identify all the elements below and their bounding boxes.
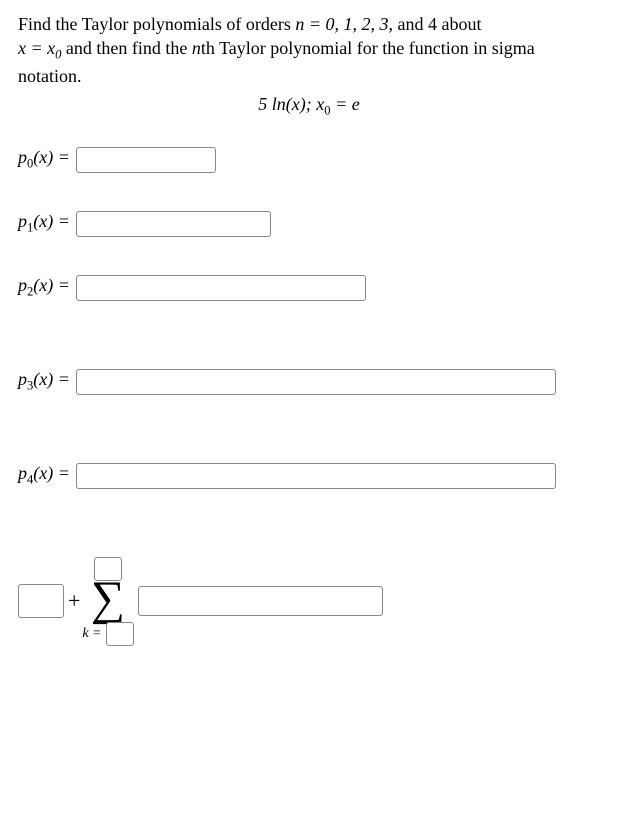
sigma-lower-box[interactable] [106,622,134,646]
p2-input[interactable] [76,275,366,301]
sigma-column: ∑ k = [82,557,133,646]
sigma-expression: + ∑ k = [18,557,600,646]
x-sub: 0 [55,48,61,62]
k-equals: k = [82,627,101,641]
p-arg: (x) = [33,463,70,483]
text: and then find the [66,38,192,58]
row-p0: p0(x) = [18,147,600,173]
p4-label: p4(x) = [18,463,70,488]
p4-input[interactable] [76,463,556,489]
x-eq: x = x [18,38,55,58]
n-eq: n = 0, 1, 2, 3, [295,14,393,34]
p1-input[interactable] [76,211,271,237]
text: Find the Taylor polynomials of orders [18,14,295,34]
p0-label: p0(x) = [18,147,70,172]
p-letter: p [18,147,27,167]
problem-statement: Find the Taylor polynomials of orders n … [18,12,600,88]
sigma-term-box[interactable] [138,586,383,616]
sigma-symbol: ∑ [91,579,125,620]
p0-input[interactable] [76,147,216,173]
row-p1: p1(x) = [18,211,600,237]
p3-label: p3(x) = [18,369,70,394]
p-arg: (x) = [33,369,70,389]
p-letter: p [18,463,27,483]
p-arg: (x) = [33,147,70,167]
row-p2: p2(x) = [18,275,600,301]
plus-sign: + [68,588,80,614]
func-tail: = e [331,94,360,114]
sigma-lower: k = [82,622,133,646]
row-p3: p3(x) = [18,369,600,395]
func-expr: 5 ln(x); x [258,94,324,114]
row-p4: p4(x) = [18,463,600,489]
p-letter: p [18,369,27,389]
p2-label: p2(x) = [18,275,70,300]
text: and 4 about [393,14,481,34]
p-letter: p [18,275,27,295]
p-letter: p [18,211,27,231]
p-arg: (x) = [33,275,70,295]
nth: n [192,38,201,58]
p1-label: p1(x) = [18,211,70,236]
sigma-leading-box[interactable] [18,584,64,618]
function-expression: 5 ln(x); x0 = e [18,94,600,119]
p-arg: (x) = [33,211,70,231]
p3-input[interactable] [76,369,556,395]
